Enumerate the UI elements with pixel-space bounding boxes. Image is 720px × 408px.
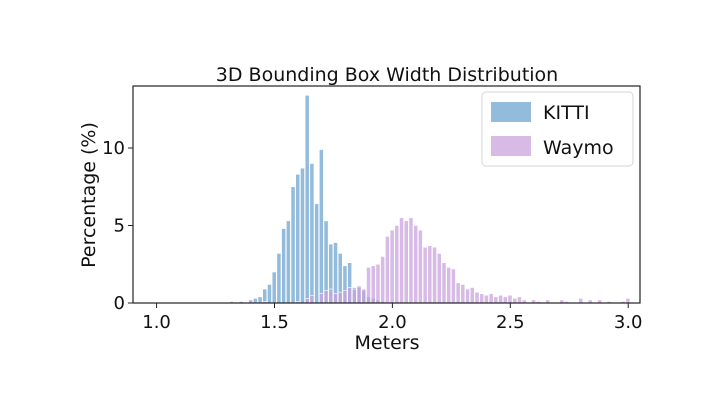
y-tick-label: 5 [114,216,125,237]
bar-waymo-46 [502,296,508,304]
x-axis-label: Meters [355,332,420,354]
y-tick-label: 0 [114,293,125,314]
bar-waymo-9 [328,288,334,304]
bar-waymo-56 [578,298,584,304]
bar-kitti-7 [276,253,282,304]
bar-waymo-18 [370,265,376,304]
bar-kitti-10 [290,186,296,304]
bar-waymo-23 [394,225,400,304]
bar-waymo-32 [436,253,442,304]
bar-waymo-10 [333,293,338,304]
bar-waymo-33 [441,262,447,304]
bar-waymo-6 [309,294,315,304]
bar-kitti-9 [285,220,291,304]
bar-waymo-7 [318,293,324,304]
y-tick-label: 10 [102,138,125,159]
x-tick-label: 2.0 [378,312,407,333]
bar-waymo-13 [347,287,353,304]
bar-waymo-14 [352,288,357,304]
bar-waymo-16 [361,288,367,304]
bar-waymo-5 [304,298,310,304]
bar-kitti-16 [318,149,324,304]
bar-waymo-37 [460,284,466,304]
bar-waymo-36 [455,282,461,304]
legend-label-kitti: KITTI [543,102,590,124]
bar-waymo-40 [474,291,480,304]
bar-waymo-49 [517,296,522,304]
bar-waymo-39 [469,287,475,304]
legend-swatch-waymo [491,136,531,156]
y-axis-ticks: 0 5 10 [102,138,133,314]
bar-waymo-41 [479,293,485,304]
bar-kitti-12 [300,167,305,304]
bar-waymo-30 [427,245,433,304]
bar-waymo-12 [342,290,348,304]
legend-swatch-kitti [491,102,531,122]
x-tick-label: 1.0 [142,312,171,333]
x-tick-label: 1.5 [260,312,289,333]
histogram-bars [229,95,631,304]
legend-label-waymo: Waymo [543,137,614,159]
bar-kitti-3 [257,296,263,304]
bar-waymo-25 [403,220,409,304]
bar-kitti-11 [295,174,301,304]
bar-waymo-27 [413,225,419,304]
bar-kitti-4 [262,288,268,304]
x-tick-label: 2.5 [496,312,525,333]
bar-kitti-6 [271,271,277,304]
bar-waymo-45 [498,294,503,304]
bar-waymo-26 [408,217,414,304]
bar-kitti-14 [309,163,315,304]
bar-waymo-15 [356,285,362,304]
chart-title: 3D Bounding Box Width Distribution [216,64,558,86]
bar-waymo-48 [512,298,518,304]
bar-kitti-2 [252,298,258,304]
bar-kitti-15 [314,203,319,304]
bar-waymo-21 [385,236,390,304]
bar-waymo-29 [422,246,428,304]
bar-waymo-24 [399,217,404,304]
bar-waymo-20 [380,256,386,304]
bar-waymo-22 [389,229,395,304]
plot-frame [132,85,641,304]
bar-waymo-61 [625,298,631,304]
bar-kitti-8 [281,228,286,304]
x-axis-ticks: 1.0 1.5 2.0 2.5 3.0 [142,303,643,333]
bar-waymo-34 [446,267,452,304]
bar-kitti-5 [267,284,272,304]
bar-waymo-8 [323,290,329,304]
y-axis-label: Percentage (%) [78,122,100,268]
bar-waymo-28 [418,229,423,304]
bar-waymo-11 [337,291,343,304]
bar-waymo-44 [493,296,499,304]
bar-waymo-42 [484,294,489,304]
bar-waymo-43 [488,293,494,304]
bar-waymo-47 [507,294,513,304]
bar-waymo-19 [375,263,381,304]
bar-waymo-31 [432,246,437,304]
bar-waymo-38 [465,288,470,304]
x-tick-label: 3.0 [614,312,643,333]
bar-waymo-17 [366,267,371,304]
legend: KITTI Waymo [481,91,634,167]
bar-kitti-13 [304,95,310,304]
bar-waymo-35 [451,268,456,304]
